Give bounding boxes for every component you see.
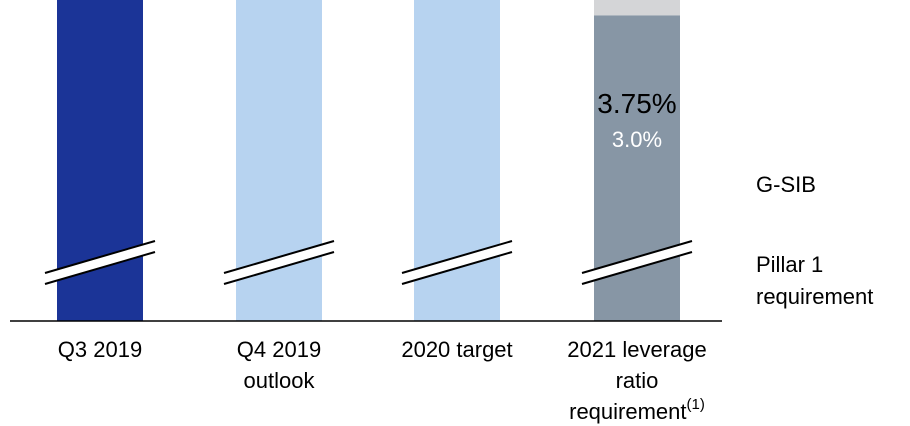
x-tick-text: 2020 target	[401, 337, 512, 362]
x-tick-label: outlook	[244, 368, 316, 393]
x-tick-label: ratio	[616, 368, 659, 393]
x-tick-label: Q3 2019	[58, 337, 142, 362]
x-tick-label: requirement(1)	[569, 396, 705, 424]
axis-break	[45, 241, 155, 284]
axis-break-line	[581, 251, 693, 285]
x-tick-text: Q4 2019	[237, 337, 321, 362]
footnote: (1)	[687, 396, 705, 413]
bar	[594, 0, 680, 16]
x-tick-label: 2020 target	[401, 337, 512, 362]
axis-break	[402, 241, 512, 284]
axis-break	[224, 241, 334, 284]
x-tick-label: Q4 2019	[237, 337, 321, 362]
x-tick-text: outlook	[244, 368, 316, 393]
axis-break	[582, 241, 692, 284]
axis-break-line	[401, 251, 513, 285]
axis-break-line	[581, 240, 693, 274]
x-tick-label: 2021 leverage	[567, 337, 706, 362]
legend-label: G-SIB	[756, 172, 816, 197]
total-label: 3.75%	[597, 88, 676, 119]
legend-label: Pillar 1 requirement	[756, 252, 874, 309]
axis-break-line	[223, 251, 335, 285]
x-tick-text: requirement	[569, 399, 686, 424]
axis-break-line	[44, 240, 156, 274]
axis-break-line	[223, 240, 335, 274]
axis-break-line	[44, 251, 156, 285]
axis-break-line	[401, 240, 513, 274]
data-label: 3.0%	[612, 127, 662, 152]
x-tick-text: ratio	[616, 368, 659, 393]
x-tick-text: 2021 leverage	[567, 337, 706, 362]
x-tick-text: Q3 2019	[58, 337, 142, 362]
